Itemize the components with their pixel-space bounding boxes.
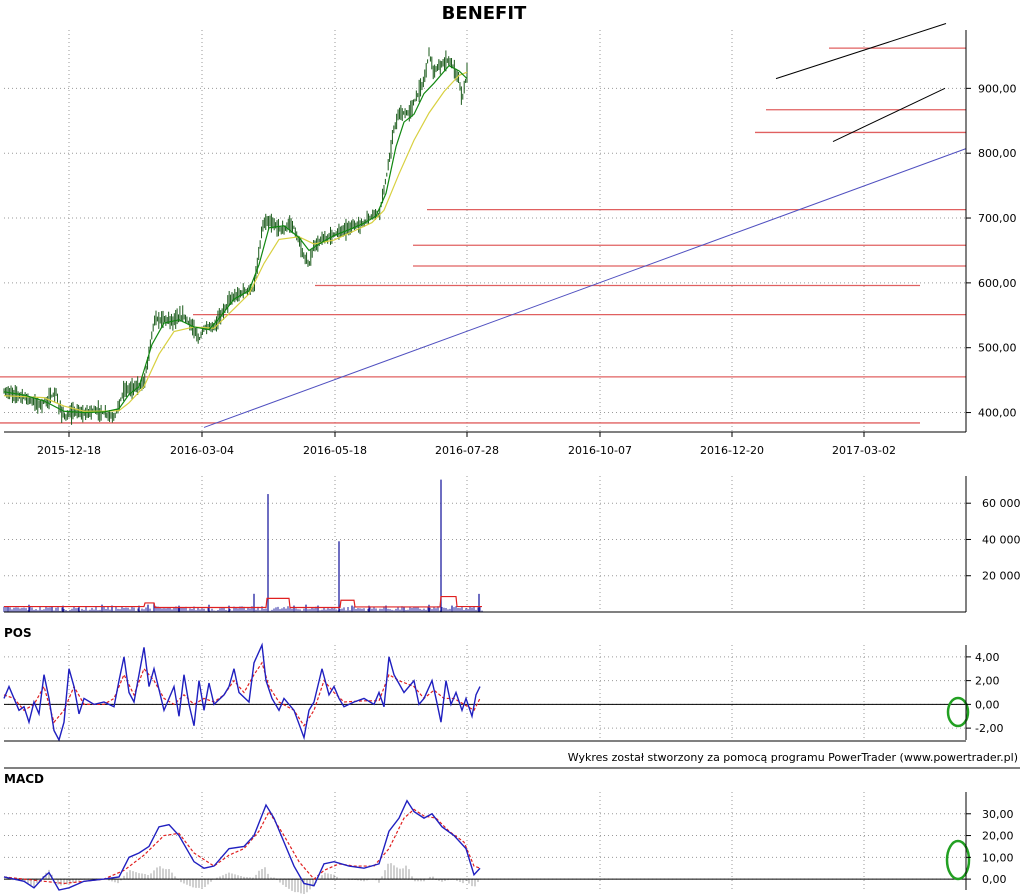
macd-y-tick-label-2: 20,00	[982, 830, 1014, 843]
credit-text: Wykres został stworzony za pomocą progra…	[568, 751, 1018, 764]
moving-average-short	[3, 64, 468, 414]
volume-y-tick-label-1: 40 000	[982, 533, 1021, 546]
volume-bars	[3, 479, 483, 612]
macd-panel: MACD 0,00 10,00 20,00 30,00	[3, 772, 1014, 894]
price-panel: 400,00 500,00 600,00 700,00 800,00 900,00 201…	[0, 23, 1017, 457]
channel-line-2	[832, 87, 946, 142]
pos-y-tick-label-3: 4,00	[975, 651, 1000, 664]
price-y-tick-label-3: 700,00	[978, 212, 1017, 225]
pos-oscillator-line	[3, 642, 481, 742]
pos-y-tick-label-0: -2,00	[975, 722, 1003, 735]
pos-y-tick-label-1: 0,00	[975, 698, 1000, 711]
price-x-tick-labels: 2015-12-18 2016-03-04 2016-05-18 2016-07-28…	[37, 432, 896, 457]
price-y-tick-label-0: 400,00	[978, 407, 1017, 420]
volume-y-tick-labels: 20 000 40 000 60 000	[966, 497, 1021, 583]
price-x-tick-label-0: 2015-12-18	[37, 444, 101, 457]
pos-panel: POS -2,00 0,00 2,00 4,00	[3, 626, 1003, 742]
price-y-tick-label-2: 600,00	[978, 277, 1017, 290]
chart-title: BENEFIT	[442, 3, 527, 24]
trend-line-support	[203, 148, 967, 428]
price-x-tick-label-3: 2016-07-28	[435, 444, 499, 457]
macd-y-tick-label-0: 0,00	[982, 873, 1007, 886]
price-candles	[3, 47, 468, 425]
channel-line-1	[775, 23, 947, 80]
moving-average-long	[3, 71, 468, 412]
price-x-tick-label-6: 2017-03-02	[832, 444, 896, 457]
pos-signal-line	[3, 661, 481, 727]
macd-highlight-marker	[945, 839, 971, 881]
pos-y-tick-label-2: 2,00	[975, 675, 1000, 688]
pos-label: POS	[4, 626, 32, 640]
price-x-tick-label-2: 2016-05-18	[303, 444, 367, 457]
price-x-tick-label-5: 2016-12-20	[700, 444, 764, 457]
macd-y-tick-label-1: 10,00	[982, 851, 1014, 864]
price-grid	[4, 30, 966, 432]
pos-grid	[4, 645, 966, 740]
price-y-tick-label-4: 800,00	[978, 147, 1017, 160]
price-y-tick-label-5: 900,00	[978, 82, 1017, 95]
price-x-tick-label-4: 2016-10-07	[568, 444, 632, 457]
macd-y-tick-label-3: 30,00	[982, 808, 1014, 821]
price-x-tick-label-1: 2016-03-04	[170, 444, 234, 457]
pos-highlight-marker	[946, 696, 970, 728]
macd-y-tick-labels: 0,00 10,00 20,00 30,00	[966, 808, 1014, 886]
volume-grid	[4, 476, 966, 612]
volume-average-line	[4, 595, 482, 609]
price-y-tick-label-1: 500,00	[978, 342, 1017, 355]
macd-line	[3, 799, 481, 891]
volume-y-tick-label-0: 20 000	[982, 570, 1021, 583]
macd-label: MACD	[4, 772, 44, 786]
volume-y-tick-label-2: 60 000	[982, 497, 1021, 510]
macd-histogram	[6, 863, 479, 894]
trend-lines	[203, 23, 967, 428]
pos-y-tick-labels: -2,00 0,00 2,00 4,00	[966, 651, 1003, 735]
volume-panel: 20 000 40 000 60 000	[3, 476, 1021, 613]
support-resistance-levels	[0, 47, 966, 424]
macd-signal-line	[3, 808, 481, 885]
price-y-tick-labels: 400,00 500,00 600,00 700,00 800,00 900,00	[966, 82, 1017, 420]
